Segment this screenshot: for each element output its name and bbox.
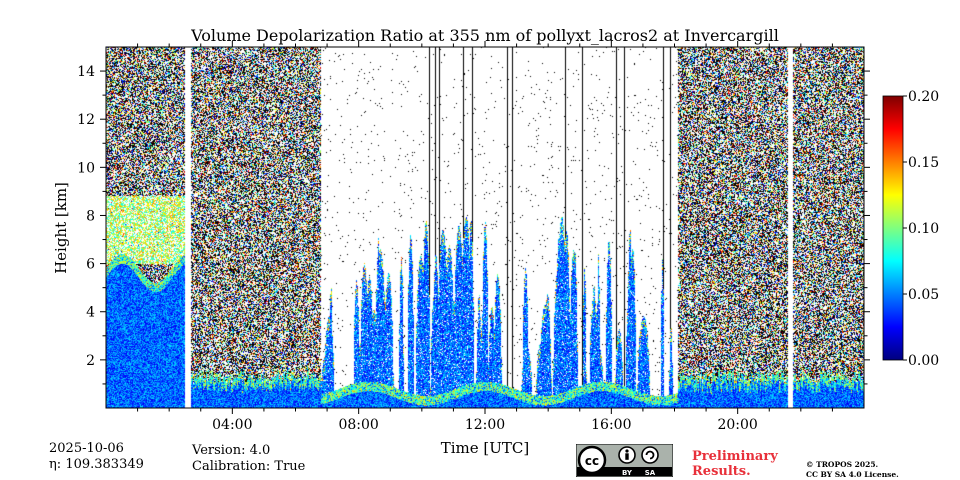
- x-tick-label: 16:00: [591, 417, 631, 433]
- x-tick-label: 04:00: [212, 417, 252, 433]
- x-tick-label: 08:00: [338, 417, 378, 433]
- eta-prefix: η:: [49, 457, 66, 472]
- depolarization-heatmap: [106, 47, 864, 408]
- x-axis-ticks: 04:00 08:00 12:00 16:00 20:00: [137, 41, 833, 433]
- y-tick-label: 2: [86, 353, 95, 369]
- chart-title: Volume Depolarization Ratio at 355 nm of…: [190, 26, 779, 45]
- colorbar-tick-label: 0.20: [908, 89, 939, 105]
- y-tick-label: 8: [86, 208, 95, 224]
- footer-calibration: Calibration: True: [192, 459, 306, 474]
- colorbar-tick-label: 0.15: [908, 155, 939, 171]
- preliminary-results-note: Preliminary Results.: [692, 449, 778, 479]
- y-tick-label: 4: [86, 305, 95, 321]
- y-tick-label: 6: [86, 257, 95, 273]
- x-tick-label: 12:00: [465, 417, 505, 433]
- footer-eta: η: 109.383349: [49, 457, 144, 473]
- badge-by: BY: [622, 469, 633, 477]
- y-axis-label: Height [km]: [52, 182, 70, 274]
- colorbar-tick-label: 0.00: [908, 353, 939, 369]
- colorbar: 0.00 0.05 0.10 0.15 0.20: [882, 89, 939, 369]
- plot-area: 04:00 08:00 12:00 16:00 20:00 2 4 6 8 10 12 14: [77, 41, 870, 433]
- x-tick-label: 20:00: [717, 417, 757, 433]
- footer-date: 2025-10-06: [49, 441, 124, 456]
- eta-value: 109.383349: [65, 457, 144, 472]
- y-tick-label: 14: [77, 64, 95, 80]
- colorbar-tick-label: 0.10: [908, 221, 939, 237]
- badge-sa: SA: [645, 469, 656, 477]
- preliminary-line-1: Preliminary: [692, 449, 778, 464]
- copyright-line-1: © TROPOS 2025.: [806, 460, 879, 469]
- footer-version: Version: 4.0: [192, 443, 271, 458]
- colorbar-ticks: 0.00 0.05 0.10 0.15 0.20: [903, 89, 939, 369]
- colorbar-tick-label: 0.05: [908, 287, 939, 303]
- svg-text:cc: cc: [585, 454, 599, 468]
- footer-version-block: Version: 4.0 Calibration: True: [192, 443, 305, 475]
- cc-logo-icon: [577, 445, 607, 475]
- y-axis-ticks: 2 4 6 8 10 12 14: [77, 64, 870, 385]
- x-axis-label: Time [UTC]: [441, 439, 530, 457]
- copyright-line-2: CC BY SA 4.0 License.: [806, 470, 899, 479]
- colorbar-gradient: [882, 95, 904, 361]
- y-tick-label: 10: [77, 160, 95, 176]
- footer-date-block: 2025-10-06 η: 109.383349: [49, 441, 144, 473]
- copyright-note: © TROPOS 2025. CC BY SA 4.0 License.: [806, 460, 899, 480]
- share-alike-icon: [641, 446, 659, 464]
- preliminary-line-2: Results.: [692, 464, 751, 479]
- y-tick-label: 12: [77, 112, 95, 128]
- cc-license-badge: cc BY SA: [576, 444, 673, 477]
